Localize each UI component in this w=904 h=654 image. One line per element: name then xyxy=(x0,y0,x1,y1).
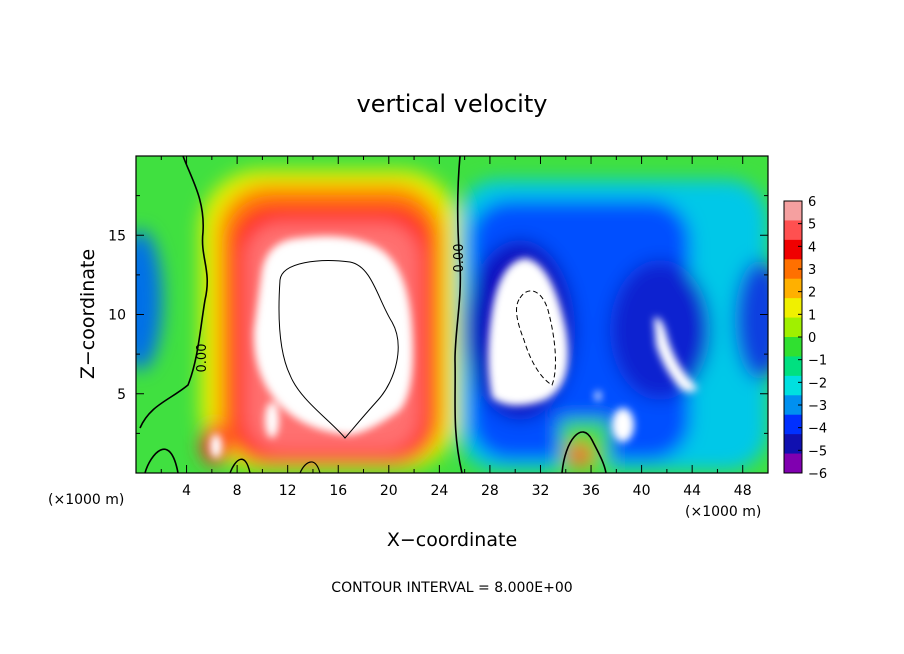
colorbar-label: −3 xyxy=(808,399,827,414)
contour-label-left: 0.00 xyxy=(195,344,210,373)
contour-label-right: 0.00 xyxy=(452,244,467,273)
colorbar-label: −6 xyxy=(808,467,827,482)
colorbar-label: 5 xyxy=(808,218,816,233)
contour-interval-note: CONTOUR INTERVAL = 8.000E+00 xyxy=(331,580,572,596)
x-tick-label: 36 xyxy=(582,483,600,499)
colorbar-swatch xyxy=(784,201,802,221)
x-tick-label: 40 xyxy=(633,483,651,499)
x-axis-label: X−coordinate xyxy=(387,529,517,551)
plot-area xyxy=(136,156,768,473)
colorbar-label: 1 xyxy=(808,308,816,323)
colorbar: 6 5 4 3 2 1 0 −1 −2 −3 −4 −5 −6 xyxy=(783,195,827,482)
x-tick-label: 48 xyxy=(734,483,752,499)
colorbar-swatch xyxy=(784,453,802,474)
colorbar-swatch xyxy=(784,434,802,455)
colorbar-label: 2 xyxy=(808,286,816,301)
colorbar-swatch xyxy=(784,414,802,435)
colorbar-swatch xyxy=(784,239,802,260)
x-tick-label: 8 xyxy=(233,483,242,499)
x-unit-label: (×1000 m) xyxy=(685,504,761,520)
colorbar-label: −2 xyxy=(808,376,827,391)
colorbar-label: 6 xyxy=(808,195,816,210)
colorbar-swatch xyxy=(784,220,802,241)
y-axis-ticks: 5 10 15 xyxy=(108,195,768,434)
colorbar-label: 3 xyxy=(808,263,816,278)
colorbar-swatch xyxy=(784,278,802,299)
y-axis-label: Z−coordinate xyxy=(77,249,99,379)
colorbar-swatch xyxy=(784,356,802,377)
colorbar-swatch xyxy=(784,375,802,396)
colorbar-swatch xyxy=(784,259,802,280)
colorbar-label: 4 xyxy=(808,240,816,255)
colorbar-label: −5 xyxy=(808,444,827,459)
x-tick-label: 20 xyxy=(380,483,398,499)
colorbar-swatch xyxy=(784,337,802,357)
y-tick-label: 10 xyxy=(108,308,126,324)
y-unit-label: (×1000 m) xyxy=(48,492,124,508)
colorbar-swatch xyxy=(784,317,802,338)
x-tick-label: 44 xyxy=(683,483,701,499)
x-tick-label: 4 xyxy=(182,483,191,499)
x-tick-label: 16 xyxy=(329,483,347,499)
y-tick-label: 15 xyxy=(108,228,126,244)
colorbar-label: −1 xyxy=(808,354,827,369)
colorbar-label: −4 xyxy=(808,422,827,437)
colorbar-label: 0 xyxy=(808,331,816,346)
x-tick-label: 28 xyxy=(481,483,499,499)
colorbar-swatch xyxy=(784,298,802,319)
x-tick-label: 12 xyxy=(279,483,297,499)
colorbar-swatch xyxy=(784,395,802,416)
x-tick-label: 24 xyxy=(430,483,448,499)
y-tick-label: 5 xyxy=(117,387,126,403)
x-axis-ticks: 4 8 12 16 20 24 28 32 36 40 44 48 xyxy=(160,156,752,499)
chart-title: vertical velocity xyxy=(357,90,548,118)
x-tick-label: 32 xyxy=(532,483,550,499)
